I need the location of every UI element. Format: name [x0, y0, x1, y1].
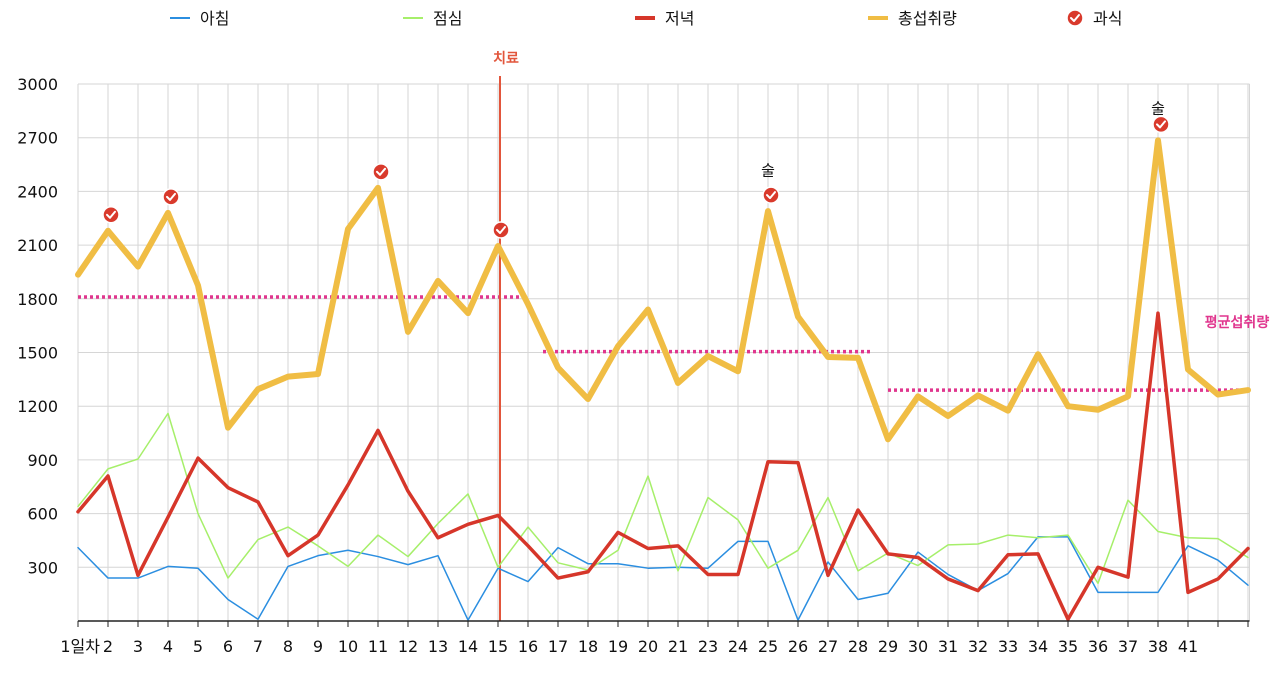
x-tick-label: 16	[518, 637, 538, 656]
y-tick-label: 1800	[17, 290, 58, 309]
treatment-marker: 치료	[493, 51, 519, 621]
x-tick-label: 11	[368, 637, 388, 656]
x-tick-label: 14	[458, 637, 478, 656]
series-line-2	[77, 412, 1249, 585]
legend: 아침 점심 저녁 총섭취량 과식	[170, 9, 1122, 28]
series-line-3	[76, 311, 1250, 621]
series-line-4	[75, 137, 1251, 443]
x-tick-label: 6	[223, 637, 233, 656]
x-tick-label: 23	[698, 637, 718, 656]
treatment-label: 치료	[493, 51, 519, 67]
y-tick-label: 2100	[17, 236, 58, 255]
average-lines: 평균섭취량	[78, 295, 1270, 392]
x-tick-label: 25	[758, 637, 778, 656]
x-tick-label: 27	[818, 637, 838, 656]
legend-label: 총섭취량	[898, 9, 957, 28]
x-tick-label: 26	[788, 637, 808, 656]
x-tick-label: 10	[338, 637, 358, 656]
overeat-marker	[162, 188, 180, 206]
x-tick-label: 5	[193, 637, 203, 656]
x-tick-label: 15	[488, 637, 508, 656]
x-tick-label: 1일차	[60, 637, 100, 656]
legend-overeat-icon	[1066, 9, 1084, 27]
legend-item-2: 점심	[403, 9, 462, 28]
y-tick-label: 2400	[17, 182, 58, 201]
axes: 1일차 2 3 4 5 6 7 8 9 10 11 12 13 14 15 16 17 18 19 20 21 23 24 2…	[17, 75, 1250, 656]
series-lines	[75, 137, 1251, 621]
annotation-label: 술	[761, 161, 775, 179]
overeat-markers	[102, 115, 1170, 239]
x-tick-label: 33	[998, 637, 1018, 656]
series-line-1	[77, 536, 1249, 621]
y-tick-label: 2700	[17, 129, 58, 148]
x-tick-label: 12	[398, 637, 418, 656]
y-tick-label: 300	[27, 558, 58, 577]
x-tick-label: 4	[163, 637, 173, 656]
y-tick-label: 600	[27, 505, 58, 524]
x-tick-label: 35	[1058, 637, 1078, 656]
x-tick-label: 37	[1118, 637, 1138, 656]
legend-label: 저녁	[665, 9, 694, 28]
x-tick-label: 17	[548, 637, 568, 656]
x-tick-label: 41	[1178, 637, 1198, 656]
x-tick-label: 8	[283, 637, 293, 656]
x-tick-label: 28	[848, 637, 868, 656]
x-tick-label: 36	[1088, 637, 1108, 656]
annotations: 술술	[761, 100, 1165, 180]
x-tick-label: 24	[728, 637, 748, 656]
grid	[77, 83, 1250, 621]
x-tick-label: 21	[668, 637, 688, 656]
overeat-marker	[372, 163, 390, 181]
legend-label: 점심	[433, 9, 462, 28]
y-tick-label: 3000	[17, 75, 58, 94]
legend-item-4: 총섭취량	[868, 9, 957, 28]
x-tick-label: 19	[608, 637, 628, 656]
overeat-marker	[102, 206, 120, 224]
x-tick-label: 29	[878, 637, 898, 656]
x-tick-label: 38	[1148, 637, 1168, 656]
y-tick-label: 1200	[17, 397, 58, 416]
overeat-marker	[1152, 115, 1170, 134]
x-tick-label: 18	[578, 637, 598, 656]
legend-item-3: 저녁	[635, 9, 694, 28]
x-tick-label: 20	[638, 637, 658, 656]
legend-item-overeat: 과식	[1066, 9, 1122, 28]
x-tick-label: 2	[103, 637, 113, 656]
y-tick-label: 900	[27, 451, 58, 470]
legend-label: 과식	[1093, 9, 1122, 28]
x-tick-label: 31	[938, 637, 958, 656]
x-tick-label: 13	[428, 637, 448, 656]
overeat-marker	[492, 221, 510, 239]
y-tick-label: 1500	[17, 344, 58, 363]
x-tick-label: 32	[968, 637, 988, 656]
x-tick-label: 7	[253, 637, 263, 656]
legend-item-1: 아침	[170, 9, 229, 28]
overeat-marker	[762, 186, 780, 204]
average-label: 평균섭취량	[1205, 314, 1270, 331]
x-tick-label: 30	[908, 637, 928, 656]
legend-label: 아침	[200, 9, 229, 28]
x-tick-label: 34	[1028, 637, 1048, 656]
x-tick-label: 3	[133, 637, 143, 656]
x-tick-label: 9	[313, 637, 323, 656]
annotation-label: 술	[1151, 100, 1165, 118]
